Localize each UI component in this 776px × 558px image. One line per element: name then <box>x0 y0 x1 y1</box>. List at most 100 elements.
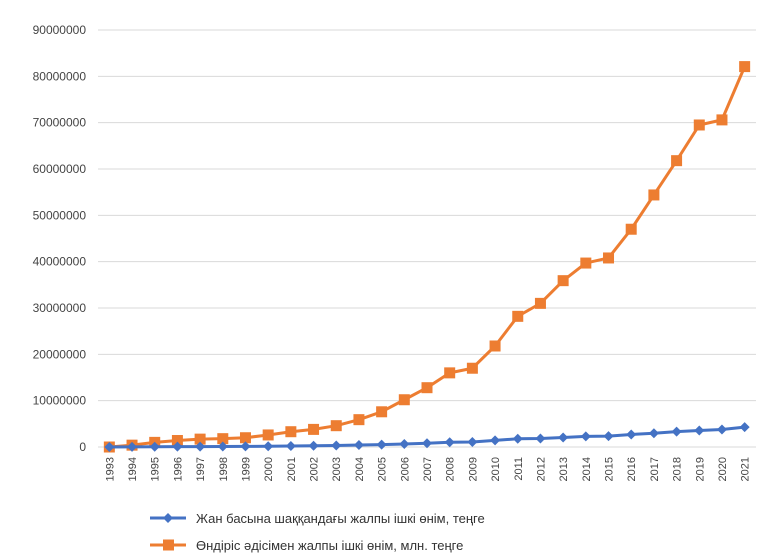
y-axis-ticks: 0 10000000 20000000 30000000 40000000 5000000… <box>33 23 87 454</box>
y-tick-label: 90000000 <box>33 23 87 37</box>
data-point <box>353 440 364 451</box>
data-point <box>716 424 727 435</box>
data-point <box>626 429 637 440</box>
x-tick-label: 2017 <box>649 457 661 481</box>
x-tick-label: 2005 <box>377 457 389 481</box>
data-point <box>285 426 297 438</box>
y-tick-label: 30000000 <box>33 301 87 315</box>
data-point <box>534 297 546 309</box>
data-point <box>422 438 432 449</box>
data-point <box>490 435 501 446</box>
data-point <box>421 382 433 394</box>
data-point <box>308 440 319 451</box>
data-point <box>217 433 229 445</box>
x-tick-label: 2014 <box>581 457 593 481</box>
data-point <box>399 438 410 449</box>
x-tick-label: 2018 <box>672 457 684 481</box>
x-tick-label: 2020 <box>717 457 729 481</box>
x-tick-label: 1993 <box>104 457 116 481</box>
x-tick-label: 2008 <box>445 457 457 481</box>
data-point <box>580 431 591 442</box>
x-tick-label: 2012 <box>535 457 547 481</box>
data-point <box>376 406 388 418</box>
data-point <box>194 433 206 445</box>
data-point <box>466 362 478 374</box>
data-point <box>694 425 705 436</box>
data-point <box>739 422 750 433</box>
y-tick-label: 20000000 <box>33 347 87 361</box>
data-point <box>671 426 682 437</box>
data-point <box>195 441 206 452</box>
x-tick-label: 1996 <box>172 457 184 481</box>
data-point <box>625 223 637 235</box>
data-point <box>308 423 320 435</box>
x-tick-label: 2013 <box>558 457 570 481</box>
data-point <box>648 189 660 201</box>
data-point <box>240 441 251 452</box>
x-tick-label: 1994 <box>127 457 139 481</box>
y-tick-label: 70000000 <box>33 116 87 130</box>
data-point <box>716 114 728 126</box>
data-point <box>104 442 115 452</box>
x-tick-label: 1998 <box>218 457 230 481</box>
x-tick-label: 1997 <box>195 457 207 481</box>
x-tick-label: 2002 <box>309 457 321 481</box>
x-axis-ticks: 1993 1994 1995 1996 1997 1998 1999 2000 2001 2002… <box>104 457 751 481</box>
data-point <box>580 257 592 269</box>
series-2 <box>103 61 751 453</box>
data-point <box>489 340 501 352</box>
data-point <box>149 441 160 452</box>
legend-item: Өндіріс әдісімен жалпы ішкі өнім, млн. т… <box>150 538 463 553</box>
data-point <box>262 429 274 441</box>
data-point <box>353 414 365 426</box>
legend-marker <box>163 513 173 523</box>
data-point <box>239 432 251 444</box>
data-point <box>444 367 456 379</box>
data-point <box>171 435 183 447</box>
data-point <box>127 441 138 452</box>
data-point <box>172 441 183 452</box>
y-tick-label: 60000000 <box>33 162 87 176</box>
legend-marker <box>163 539 174 551</box>
x-tick-label: 2004 <box>354 457 366 481</box>
legend: Жан басына шаққандағы жалпы ішкі өнім, т… <box>150 511 485 553</box>
y-tick-label: 80000000 <box>33 69 87 83</box>
y-tick-label: 10000000 <box>33 394 87 408</box>
x-tick-label: 2000 <box>263 457 275 481</box>
x-tick-label: 2003 <box>331 457 343 481</box>
data-point <box>693 119 705 131</box>
legend-label: Жан басына шаққандағы жалпы ішкі өнім, т… <box>196 511 485 526</box>
x-tick-label: 2010 <box>490 457 502 481</box>
data-point <box>376 439 387 450</box>
legend-item: Жан басына шаққандағы жалпы ішкі өнім, т… <box>150 511 485 526</box>
data-point <box>535 433 546 444</box>
data-point <box>263 441 274 452</box>
x-tick-label: 2006 <box>399 457 411 481</box>
series-1 <box>104 422 750 452</box>
x-tick-label: 2011 <box>513 457 525 481</box>
data-point <box>603 431 614 442</box>
x-tick-label: 1999 <box>240 457 252 481</box>
legend-label: Өндіріс әдісімен жалпы ішкі өнім, млн. т… <box>196 538 463 553</box>
data-point <box>398 394 410 406</box>
x-tick-label: 2001 <box>286 457 298 481</box>
x-tick-label: 2016 <box>626 457 638 481</box>
y-tick-label: 40000000 <box>33 255 87 269</box>
x-tick-label: 2009 <box>467 457 479 481</box>
data-point <box>444 437 455 448</box>
data-point <box>671 155 683 167</box>
data-point <box>739 61 751 73</box>
data-point <box>331 440 342 451</box>
gridlines <box>98 29 756 448</box>
y-tick-label: 50000000 <box>33 208 87 222</box>
x-tick-label: 2007 <box>422 457 434 481</box>
data-point <box>512 310 524 322</box>
data-point <box>285 440 296 451</box>
data-point <box>648 428 659 439</box>
data-point <box>330 420 342 432</box>
data-point <box>512 433 523 444</box>
series-group <box>103 61 751 453</box>
x-tick-label: 2021 <box>740 457 752 481</box>
data-point <box>558 432 569 443</box>
